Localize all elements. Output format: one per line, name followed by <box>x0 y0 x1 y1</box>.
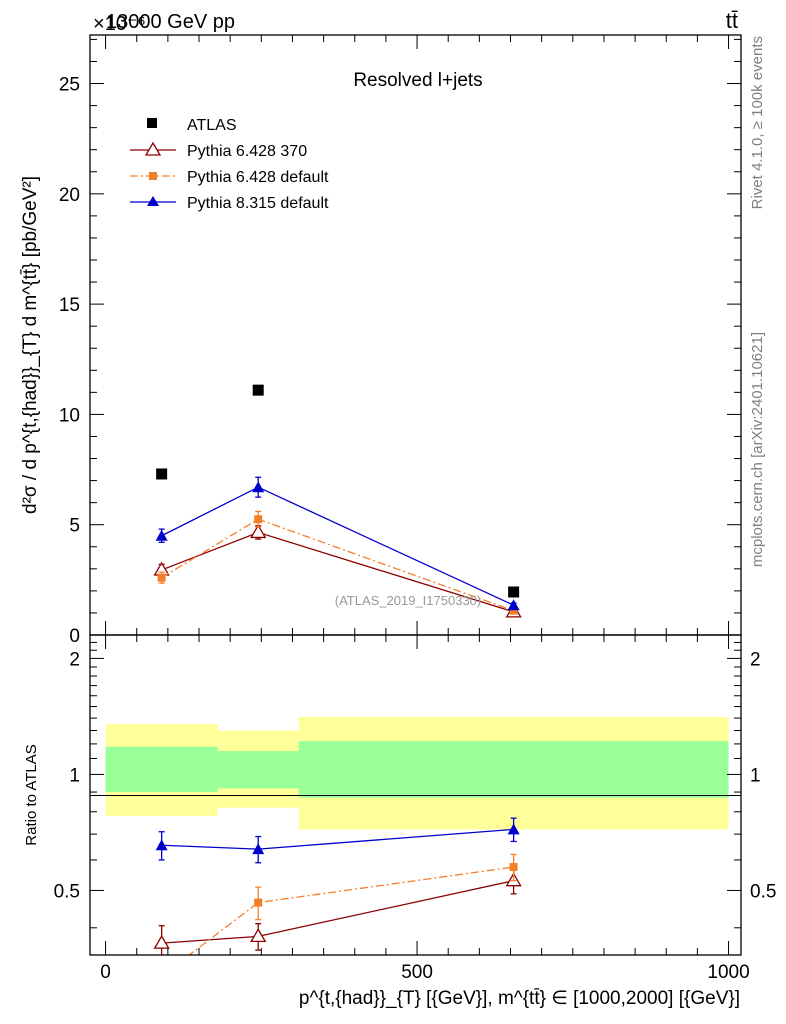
ratio-y-axis-title: Ratio to ATLAS <box>23 744 40 845</box>
ratio-point-py6_370 <box>153 934 170 949</box>
ratio-y-tick-label-right: 2 <box>750 649 761 670</box>
main-point-py8_default <box>252 481 265 493</box>
ratio-point-py8_default <box>507 823 520 835</box>
analysis-watermark: (ATLAS_2019_I1750330) <box>335 593 481 608</box>
ratio-y-tick-label: 2 <box>69 649 80 670</box>
main-point-py6_default <box>509 606 518 615</box>
ratio-point-py8_default <box>155 839 168 851</box>
legend-marker-atlas <box>147 118 157 128</box>
main-y-tick-label: 25 <box>59 75 80 96</box>
ratio-y-tick-label: 0.5 <box>54 881 80 902</box>
ratio-band-inner <box>298 741 729 798</box>
ratio-x-tick-label: 1000 <box>707 962 749 983</box>
legend-marker-py8-default <box>147 196 159 206</box>
legend-label-py6-default: Pythia 6.428 default <box>187 169 329 186</box>
ratio-point-py6_default <box>158 972 166 980</box>
ratio-x-tick-label: 0 <box>100 962 111 983</box>
ratio-y-tick-label-right: 0.5 <box>750 881 776 902</box>
ratio-point-py6_default <box>254 898 263 907</box>
main-point-py6_370 <box>250 524 267 539</box>
ratio-point-py8_default <box>252 843 265 855</box>
main-line-py8_default <box>161 486 514 606</box>
main-point-atlas <box>508 586 520 598</box>
legend-label-py8-default: Pythia 8.315 default <box>187 195 329 212</box>
rivet-label-group: Rivet 4.1.0, ≥ 100k events <box>749 36 766 209</box>
mcplots-label: mcplots.cern.ch [arXiv:2401.10621] <box>749 332 766 567</box>
ratio-band-inner <box>217 751 299 789</box>
ratio-series-layer <box>153 817 522 980</box>
ratio-y-axis-title-group: Ratio to ATLAS <box>23 744 40 845</box>
energy-label: 13000 GeV pp <box>106 11 235 33</box>
main-y-tick-label: 20 <box>59 185 80 206</box>
main-y-tick-label: 5 <box>69 516 80 537</box>
ratio-x-tick-label: 500 <box>401 962 433 983</box>
process-label: tt̄ <box>726 8 738 33</box>
main-y-tick-label: 10 <box>59 405 80 426</box>
ratio-band-inner <box>105 746 218 793</box>
main-point-atlas <box>156 468 168 480</box>
main-y-axis-title: d²σ / d p^{t,{had}}_{T} d m^{tt̄} [pb/Ge… <box>20 176 41 514</box>
mcplots-label-group: mcplots.cern.ch [arXiv:2401.10621] <box>749 332 766 567</box>
ratio-y-tick-label-right: 1 <box>750 765 761 786</box>
ratio-y-tick-label: 1 <box>69 765 80 786</box>
plot-title: Resolved l+jets <box>353 70 482 91</box>
legend-marker-py6-default <box>149 172 157 180</box>
main-point-py8_default <box>155 529 168 541</box>
legend-label-py6-370: Pythia 6.428 370 <box>187 143 307 160</box>
main-y-tick-label: 15 <box>59 295 80 316</box>
ratio-plot-frame <box>89 634 742 956</box>
ratio-uncertainty-bands <box>105 716 729 830</box>
legend-label-atlas: ATLAS <box>187 117 237 134</box>
legend-marker-py6-370 <box>144 141 162 156</box>
ratio-point-py6_default <box>509 863 518 872</box>
main-series-layer <box>153 384 522 618</box>
ratio-line-py6_default <box>188 866 514 955</box>
main-y-axis-title-group: d²σ / d p^{t,{had}}_{T} d m^{tt̄} [pb/Ge… <box>20 176 41 514</box>
rivet-label: Rivet 4.1.0, ≥ 100k events <box>749 36 766 209</box>
x-axis-title: p^{t,{had}}_{T} [{GeV}], m^{tt̄} ∈ [1000… <box>299 988 740 1009</box>
ratio-point-py6_370 <box>250 928 267 943</box>
ratio-line-py8_default <box>161 828 514 850</box>
main-point-atlas <box>252 384 264 396</box>
legend: ATLAS Pythia 6.428 370 Pythia 6.428 defa… <box>130 117 329 212</box>
main-point-py8_default <box>507 599 520 611</box>
ratio-line-py6_370 <box>161 880 514 944</box>
main-point-py6_default <box>254 515 263 524</box>
exponent-label: ×10⁻⁶ <box>93 13 146 35</box>
main-point-py6_default <box>157 573 166 582</box>
main-y-tick-label: 0 <box>69 626 80 647</box>
axis-ticks: 0 5 10 15 20 25 0 500 1000 0.5 0.5 1 1 2 2 <box>54 35 776 983</box>
